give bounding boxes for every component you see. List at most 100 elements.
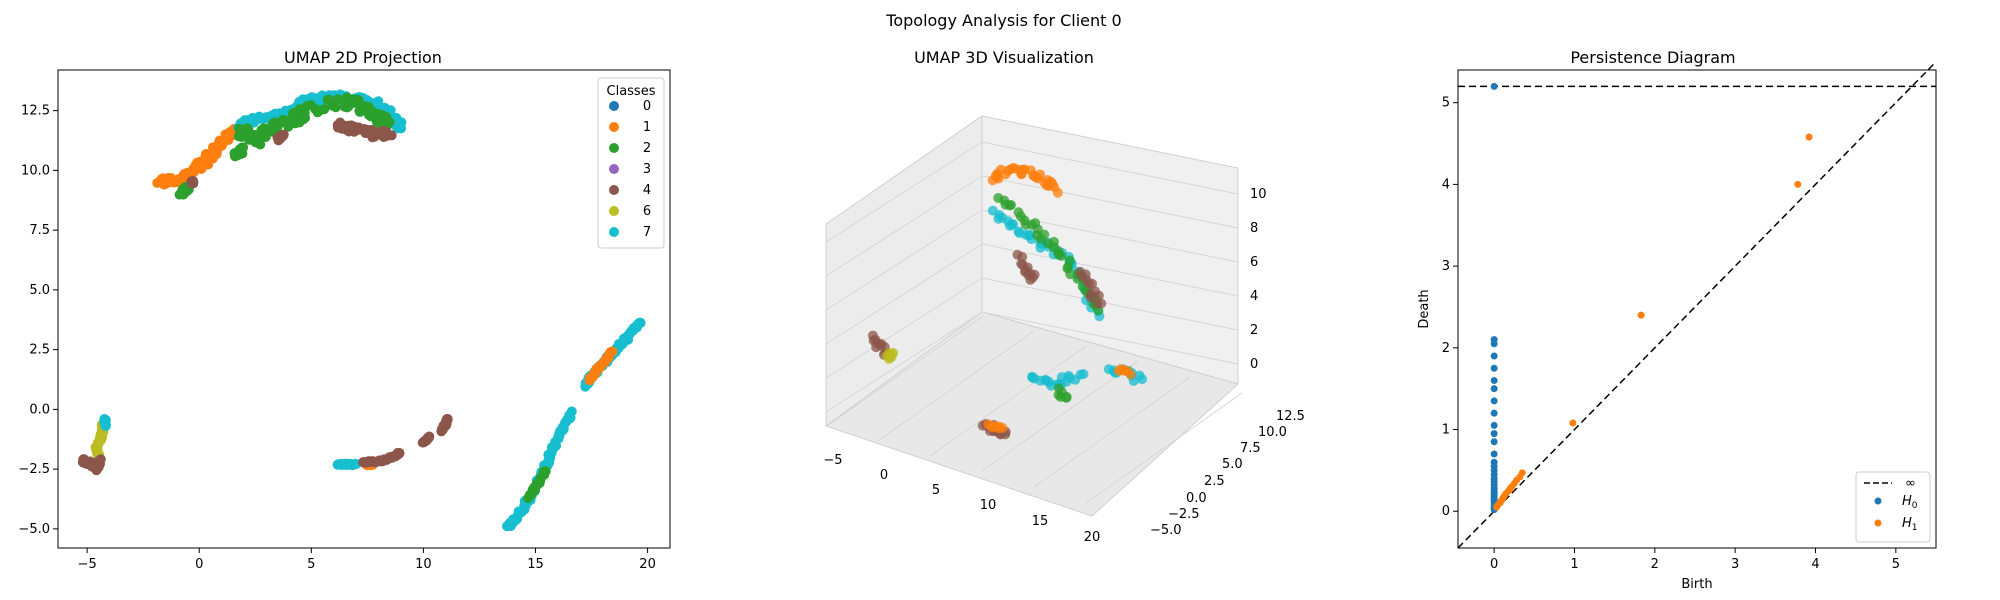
legend-label: 3 [643, 162, 651, 177]
y-tick-label: 3 [1442, 259, 1450, 274]
scatter-point-3d [1061, 391, 1072, 402]
persistence-title: Persistence Diagram [1570, 48, 1735, 67]
legend-marker [609, 122, 619, 132]
x-tick-label: 0 [1490, 557, 1498, 572]
y-axis-label: Death [1417, 289, 1432, 328]
scatter-point-3d [1085, 292, 1096, 303]
x-tick-label: 0 [880, 468, 888, 483]
scatter-point-3d [1025, 274, 1036, 285]
grid-line [877, 330, 1035, 442]
z-tick-label: 4 [1250, 289, 1258, 304]
legend-title: Classes [607, 84, 656, 99]
legend-marker [609, 206, 619, 216]
scatter-point-3d [991, 172, 1002, 183]
legend-marker [1874, 519, 1882, 527]
y-tick-label: 1 [1442, 423, 1450, 438]
grid-line [1085, 392, 1243, 504]
x-tick-label: 0 [195, 557, 203, 572]
grid-line [825, 141, 983, 243]
umap-3d-title: UMAP 3D Visualization [914, 48, 1094, 67]
h1-point [1493, 503, 1501, 511]
scatter-point-3d [1008, 219, 1019, 230]
grid-line [826, 315, 984, 427]
h0-point [1490, 364, 1498, 372]
x-tick-label: −5 [78, 557, 97, 572]
umap-2d-panel: UMAP 2D Projection −5 0 5 10 15 20−5.0−2.50.0… [18, 48, 671, 572]
scatter-point [364, 106, 375, 117]
legend-marker [609, 164, 619, 174]
h0-point [1490, 438, 1498, 446]
scatter-point-3d [1008, 163, 1019, 174]
grid-line [981, 141, 1239, 195]
x-tick-label: 1 [1570, 557, 1578, 572]
x-tick-label: −5 [823, 453, 842, 468]
x-tick-label: 10 [980, 498, 997, 513]
legend-label: ∞ [1905, 476, 1916, 491]
h0-point [1490, 376, 1498, 384]
y-tick-label: 12.5 [21, 104, 50, 119]
grid-line [825, 209, 983, 311]
scatter-point [95, 454, 106, 465]
persistence-axes [1457, 69, 1937, 549]
diagonal-line [1457, 61, 1937, 549]
scatter-point [100, 421, 111, 432]
scatter-point-3d [1004, 200, 1015, 211]
h0-point [1490, 430, 1498, 438]
legend-frame [597, 77, 665, 249]
y-tick-label: 2.5 [29, 343, 50, 358]
h0-point [1490, 450, 1498, 458]
grid-line [981, 243, 1239, 297]
grid-line [981, 311, 1239, 365]
z-tick-label: 0 [1250, 357, 1258, 372]
legend-marker [609, 143, 619, 153]
umap-2d-axes [57, 69, 671, 549]
x-tick-label: 5 [1892, 557, 1900, 572]
scatter-point [394, 448, 405, 459]
grid-line [1033, 376, 1191, 488]
h0-point [1490, 409, 1498, 417]
scatter-point [187, 177, 198, 188]
x-tick-label: 15 [527, 557, 544, 572]
legend-marker [1874, 497, 1882, 505]
h0-point [1490, 340, 1498, 348]
legend-frame [1855, 471, 1931, 543]
scatter-point-3d [1137, 374, 1148, 385]
y-tick-label: 0.0 [1186, 491, 1207, 506]
x-tick-label: 3 [1731, 557, 1739, 572]
grid-line [825, 311, 983, 413]
x-tick-label: 20 [639, 557, 656, 572]
x-tick-label: 4 [1811, 557, 1819, 572]
x-tick-label: 5 [932, 483, 940, 498]
scatter-point [424, 431, 435, 442]
scatter-point-3d [1035, 242, 1046, 253]
scatter-point-3d [886, 352, 897, 363]
x-tick-label: 10 [415, 557, 432, 572]
y-tick-label: 12.5 [1276, 409, 1305, 424]
legend-marker [609, 227, 619, 237]
h1-point [1637, 311, 1645, 319]
scatter-point-3d [1093, 290, 1104, 301]
scatter-point [238, 142, 249, 153]
z-tick-label: 10 [1250, 187, 1267, 202]
h0-point [1490, 421, 1498, 429]
h0-point [1490, 385, 1498, 393]
scatter-point-3d [1078, 369, 1089, 380]
y-tick-label: −2.5 [18, 462, 50, 477]
y-tick-label: 5.0 [29, 283, 50, 298]
scatter-point [332, 94, 343, 105]
figure-suptitle: Topology Analysis for Client 0 [885, 11, 1121, 30]
scatter-point-3d [993, 423, 1004, 434]
x-axis-label: Birth [1681, 577, 1712, 592]
scatter-point [330, 102, 341, 113]
scatter-point [285, 117, 296, 128]
legend-marker [609, 101, 619, 111]
y-tick-label: 4 [1442, 177, 1450, 192]
h1-point [1805, 133, 1813, 141]
x-tick-label: 15 [1032, 514, 1049, 529]
scatter-point [566, 406, 577, 417]
h0-point [1490, 397, 1498, 405]
legend-label: 1 [643, 120, 651, 135]
y-tick-label: 5 [1442, 96, 1450, 111]
